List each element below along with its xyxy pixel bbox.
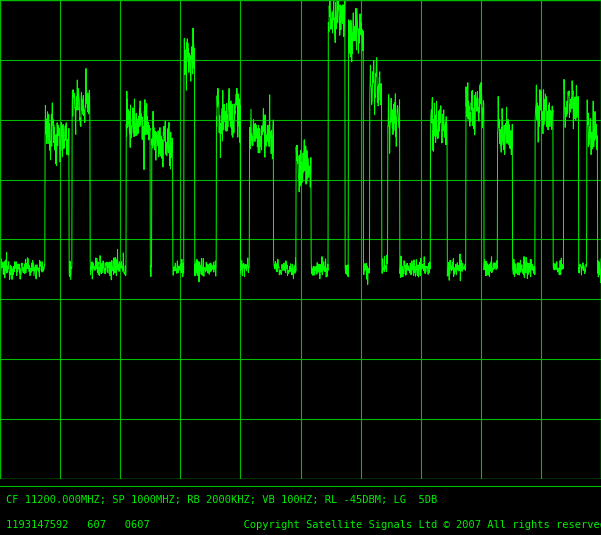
Text: CF 11200.000MHZ; SP 1000MHZ; RB 2000KHZ; VB 100HZ; RL -45DBM; LG  5DB: CF 11200.000MHZ; SP 1000MHZ; RB 2000KHZ;…	[6, 495, 438, 505]
Text: 1193147592   607   0607               Copyright Satellite Signals Ltd © 2007 All: 1193147592 607 0607 Copyright Satellite …	[6, 520, 601, 530]
